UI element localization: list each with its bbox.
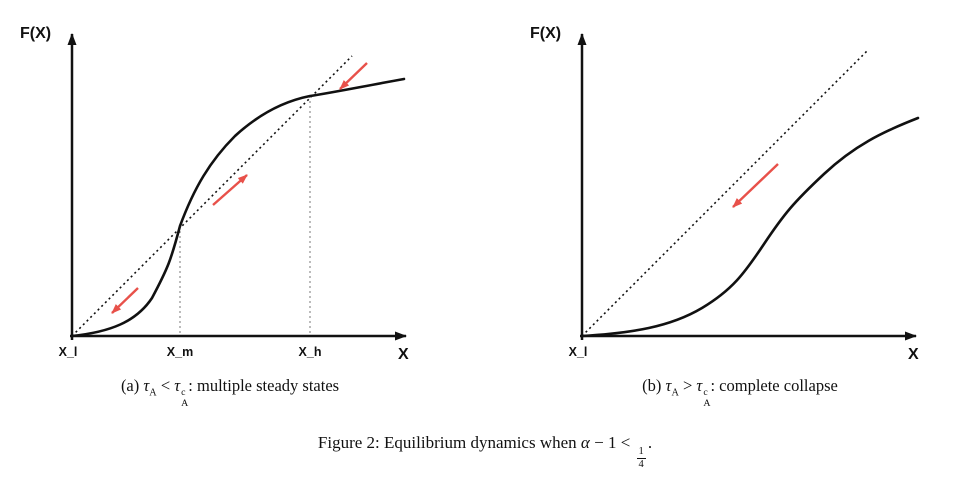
plot-a: F(X) X X_l X_m X_h <box>20 25 409 363</box>
alpha-symbol: α <box>580 433 590 453</box>
tau-superscript: c <box>181 387 186 399</box>
fx-curve <box>580 116 920 338</box>
y-axis-label: F(X) <box>20 25 51 42</box>
caption-a-text: : multiple steady states <box>188 376 340 395</box>
tau-symbol: τ <box>143 376 150 395</box>
tau-subscript: A <box>149 387 157 399</box>
relation-symbol: < <box>156 376 175 395</box>
y-axis-label: F(X) <box>530 25 561 42</box>
plot-b: F(X) X X_l <box>530 25 920 363</box>
tau-symbol: τ <box>665 376 672 395</box>
tick-x-h: X_h <box>299 345 322 359</box>
tau-superscript: c <box>703 387 708 399</box>
plot-row: F(X) X X_l X_m X_h F(X) X X_l <box>10 6 960 366</box>
tick-x-m: X_m <box>167 345 193 359</box>
tick-x-l: X_l <box>59 345 78 359</box>
tau-subscript: A <box>181 397 189 409</box>
figure-caption: Figure 2: Equilibrium dynamics when α − … <box>318 433 652 471</box>
flow-arrow-collapse <box>732 163 779 208</box>
identity-line <box>71 55 353 337</box>
caption-b-text: : complete collapse <box>710 376 838 395</box>
figure-caption-expr: − 1 < <box>589 433 635 453</box>
tau-subscript: A <box>703 397 711 409</box>
x-axis-label: X <box>398 346 409 363</box>
figure-caption-lead: Figure 2: Equilibrium dynamics when <box>317 433 581 453</box>
fx-curve <box>70 77 406 338</box>
flow-arrow-high <box>339 62 368 90</box>
tick-x-l: X_l <box>569 345 588 359</box>
caption-a-index: (a) <box>120 376 144 395</box>
tau-subscript: A <box>671 387 679 399</box>
fraction-denominator: 4 <box>638 459 644 471</box>
figure-caption-end: . <box>647 433 653 453</box>
x-axis-label: X <box>908 346 919 363</box>
flow-arrow-mid <box>212 174 248 206</box>
fraction-numerator: 1 <box>636 446 646 460</box>
tau-symbol: τ <box>174 376 181 395</box>
relation-symbol: > <box>678 376 697 395</box>
tau-symbol: τ <box>696 376 703 395</box>
flow-arrow-low <box>111 287 139 314</box>
caption-b-index: (b) <box>642 376 666 395</box>
